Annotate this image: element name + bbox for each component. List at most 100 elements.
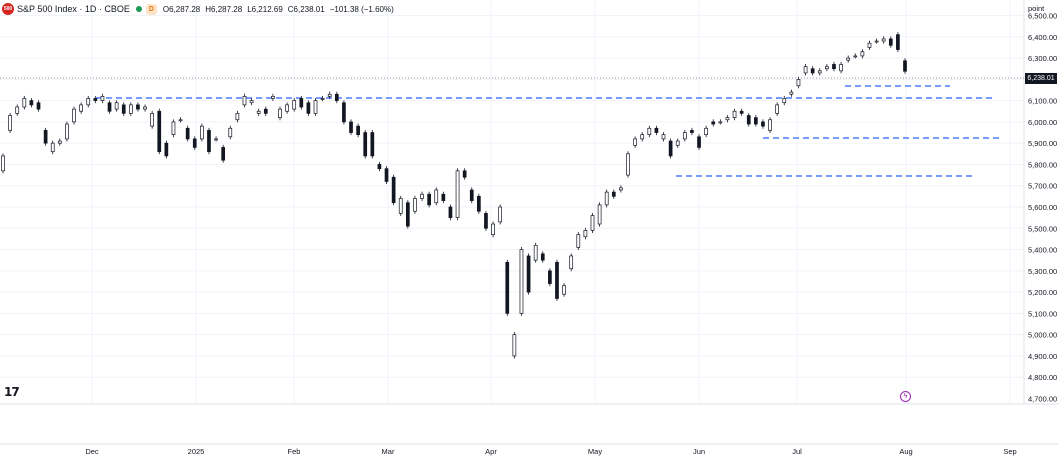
- y-tick-label: 5,900.00: [1028, 139, 1057, 148]
- candle-body-down: [185, 127, 190, 140]
- candle-body-down: [761, 121, 765, 127]
- candle: [57, 138, 62, 146]
- candle-body-up: [57, 140, 62, 144]
- ohlc-high: H6,287.28: [205, 4, 243, 14]
- candle: [782, 95, 787, 106]
- flash-icon[interactable]: ϟ: [900, 391, 911, 402]
- candle: [1, 153, 5, 174]
- candle: [469, 187, 474, 204]
- candle: [604, 189, 609, 208]
- candle-body-up: [50, 142, 55, 153]
- y-tick-label: 5,400.00: [1028, 246, 1057, 255]
- candle: [349, 119, 353, 136]
- candle-body-up: [768, 119, 772, 131]
- candle: [207, 127, 211, 155]
- candle-body-down: [555, 261, 559, 299]
- market-open-dot-icon: [135, 6, 142, 12]
- candle-body-down: [903, 60, 907, 72]
- y-tick-label: 5,600.00: [1028, 203, 1057, 212]
- candle-body-down: [370, 132, 375, 157]
- candle: [718, 119, 723, 125]
- delayed-data-badge[interactable]: D: [145, 3, 157, 15]
- candle-body-up: [65, 123, 69, 140]
- candle: [107, 100, 112, 114]
- candle-body-up: [718, 121, 723, 124]
- ohlc-open: O6,287.28: [162, 4, 201, 14]
- time-axis[interactable]: Dec 2025 Feb Mar Apr May Jun Jul Aug Sep: [85, 447, 1016, 456]
- candle-body-up: [285, 104, 289, 112]
- candle-body-down: [690, 130, 694, 133]
- candle: [455, 168, 460, 221]
- candle: [668, 138, 673, 159]
- candle: [626, 151, 630, 178]
- candle-body-up: [178, 119, 183, 122]
- candle-body-down: [157, 110, 162, 153]
- candle: [825, 64, 829, 72]
- x-tick-label: Dec: [85, 447, 99, 456]
- candle: [796, 76, 801, 89]
- symbol-title[interactable]: S&P 500 Index · 1D · CBOE: [17, 4, 130, 14]
- candle: [846, 55, 851, 63]
- candle-body-down: [263, 108, 268, 114]
- candle: [363, 129, 368, 159]
- candle: [143, 104, 147, 112]
- candle: [761, 119, 765, 129]
- pane-separators: [0, 0, 1059, 445]
- y-tick-label: 5,700.00: [1028, 182, 1057, 191]
- candle: [79, 102, 83, 114]
- candle: [200, 123, 204, 142]
- candle-body-down: [164, 142, 169, 157]
- candle: [427, 191, 431, 208]
- candle-body-up: [100, 96, 105, 101]
- candle: [555, 259, 559, 302]
- candle: [185, 125, 190, 142]
- y-tick-label: 6,300.00: [1028, 54, 1057, 63]
- candle-body-up: [775, 104, 780, 114]
- candle-body-up: [782, 98, 787, 104]
- candle: [526, 253, 531, 295]
- y-tick-label: 5,100.00: [1028, 309, 1057, 318]
- candle-body-down: [448, 206, 453, 218]
- candle: [874, 38, 879, 44]
- candle: [50, 140, 55, 155]
- candle-body-up: [320, 98, 325, 100]
- candle-body-up: [1, 155, 5, 172]
- candle: [462, 168, 467, 180]
- candle-body-up: [881, 38, 886, 42]
- y-tick-label: 6,400.00: [1028, 33, 1057, 42]
- candle-body-up: [846, 57, 851, 61]
- candle: [732, 108, 737, 121]
- x-tick-label: Aug: [899, 447, 912, 456]
- candle-body-down: [349, 121, 353, 133]
- candle: [540, 251, 545, 263]
- grid: [0, 0, 1024, 404]
- sp500-logo-icon[interactable]: 500: [2, 3, 14, 15]
- candle: [377, 161, 382, 172]
- candle-body-up: [583, 230, 588, 238]
- candle-body-up: [15, 106, 20, 114]
- candle-body-up: [498, 206, 503, 223]
- candle: [228, 125, 233, 140]
- candle-body-down: [668, 140, 673, 157]
- candle-body-down: [540, 253, 545, 261]
- candle-body-up: [491, 223, 495, 236]
- candle-body-up: [640, 134, 645, 140]
- candle-body-down: [405, 202, 410, 227]
- tradingview-logo-icon[interactable]: 17: [4, 385, 20, 399]
- ohlc-close: C6,238.01: [287, 4, 325, 14]
- candle-body-down: [377, 164, 382, 170]
- candle: [398, 195, 403, 216]
- candle: [114, 100, 119, 112]
- price-axis[interactable]: 4,700.00 4,800.00 4,900.00 5,000.00 5,100.00…: [1028, 12, 1057, 404]
- candle-body-up: [150, 113, 154, 127]
- candle: [299, 95, 304, 110]
- candle-body-up: [562, 285, 566, 295]
- candle: [491, 221, 495, 238]
- candle-body-up: [86, 98, 91, 106]
- candle-body-up: [817, 70, 822, 74]
- candle-body-down: [107, 102, 112, 112]
- candle: [93, 95, 98, 104]
- x-tick-label: May: [588, 447, 602, 456]
